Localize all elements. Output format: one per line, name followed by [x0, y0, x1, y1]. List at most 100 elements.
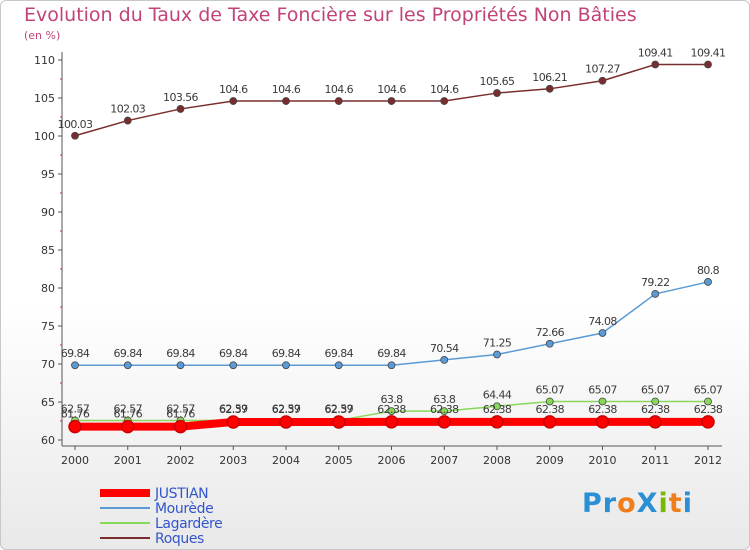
x-tick-label: 2006: [378, 454, 406, 467]
data-point: [279, 415, 293, 429]
y-tick-label: 100: [34, 130, 55, 143]
data-point: [384, 415, 399, 429]
data-label: 62.37: [219, 403, 248, 416]
unit-label: (en %): [24, 29, 61, 42]
data-point: [545, 339, 554, 348]
data-label: 79.22: [641, 276, 670, 289]
data-label: 69.84: [166, 347, 195, 360]
proxiti-logo: ProXiti: [582, 488, 693, 519]
data-label: 64.44: [483, 388, 512, 401]
data-point: [490, 415, 504, 429]
data-label: 62.37: [272, 403, 301, 416]
data-point: [282, 361, 290, 370]
data-point: [493, 350, 501, 359]
y-tick-label: 110: [34, 54, 55, 67]
x-tick-label: 2001: [114, 454, 142, 467]
y-tick-label: 70: [41, 358, 55, 371]
data-point: [651, 60, 660, 69]
data-label: 69.84: [377, 347, 406, 360]
x-tick-label: 2008: [483, 454, 511, 467]
data-label: 62.57: [166, 402, 195, 415]
data-label: 109.41: [638, 46, 673, 59]
data-point: [71, 131, 79, 140]
y-tick-label: 90: [41, 206, 55, 219]
y-tick-label: 105: [34, 92, 55, 105]
data-label: 62.57: [114, 402, 143, 415]
data-label: 104.6: [377, 83, 406, 96]
data-point: [387, 407, 396, 416]
data-point: [332, 415, 346, 429]
data-point: [440, 407, 449, 416]
data-point: [282, 97, 290, 105]
legend-label: JUSTIAN: [154, 486, 208, 502]
data-point: [437, 415, 451, 429]
data-label: 105.65: [480, 75, 515, 88]
data-label: 65.07: [536, 383, 565, 396]
data-label: 63.8: [433, 393, 456, 406]
data-point: [545, 84, 554, 93]
data-point: [334, 361, 343, 370]
data-label: 62.57: [61, 402, 90, 415]
data-label: 63.8: [380, 393, 403, 406]
legend-label: Mourède: [155, 501, 213, 517]
data-point: [229, 97, 238, 105]
data-point: [704, 278, 712, 286]
x-tick-label: 2005: [325, 454, 353, 467]
chart-title: Evolution du Taux de Taxe Foncière sur l…: [24, 4, 637, 26]
data-label: 100.03: [58, 118, 93, 131]
data-point: [71, 361, 79, 370]
data-label: 74.08: [588, 315, 617, 328]
data-point: [334, 97, 343, 105]
data-label: 62.38: [430, 403, 459, 416]
data-point: [493, 89, 501, 97]
data-label: 72.66: [536, 326, 565, 339]
legend-label: Roques: [155, 531, 204, 547]
data-label: 69.84: [61, 347, 90, 360]
data-point: [595, 415, 610, 429]
data-point: [123, 116, 132, 125]
data-point: [651, 290, 660, 298]
data-label: 62.37: [325, 403, 354, 416]
data-label: 104.6: [325, 83, 354, 96]
data-point: [229, 361, 238, 370]
data-label: 62.38: [536, 403, 565, 416]
y-tick-label: 75: [41, 320, 55, 333]
x-tick-label: 2009: [536, 454, 564, 467]
data-point: [545, 397, 554, 406]
data-label: 104.6: [430, 83, 459, 96]
data-label: 62.38: [483, 403, 512, 416]
data-label: 69.84: [219, 347, 248, 360]
data-label: 62.59: [325, 402, 354, 415]
data-label: 102.03: [110, 103, 145, 116]
y-tick-label: 80: [41, 282, 55, 295]
data-label: 65.07: [588, 383, 617, 396]
data-label: 109.41: [691, 46, 726, 59]
data-label: 106.21: [532, 71, 567, 84]
data-label: 62.59: [219, 402, 248, 415]
data-label: 104.6: [272, 83, 301, 96]
data-label: 107.27: [585, 63, 620, 76]
data-label: 61.76: [166, 408, 195, 421]
data-label: 65.07: [694, 383, 723, 396]
data-point: [226, 415, 240, 429]
series-roques: 100.03 102.03 103.56 104.6 104.6 104.6 104.6 10…: [58, 46, 726, 140]
y-tick-label: 65: [41, 396, 55, 409]
data-point: [598, 76, 607, 85]
data-point: [440, 97, 449, 105]
x-tick-label: 2012: [694, 454, 722, 467]
data-point: [493, 402, 501, 411]
data-label: 80.8: [697, 264, 720, 277]
data-point: [651, 397, 660, 406]
y-tick-label: 85: [41, 244, 55, 257]
legend-label: Lagardère: [155, 516, 222, 532]
data-point: [387, 361, 396, 370]
data-label: 104.6: [219, 83, 248, 96]
data-label: 62.38: [377, 403, 406, 416]
data-point: [598, 329, 607, 337]
data-point: [121, 419, 135, 434]
data-point: [123, 361, 132, 370]
data-point: [648, 415, 662, 429]
series-justian: 61.76 61.76 61.76 62.37 62.37 62.37 62.38 62.38…: [61, 403, 723, 434]
data-point: [543, 415, 557, 429]
data-point: [704, 397, 712, 406]
